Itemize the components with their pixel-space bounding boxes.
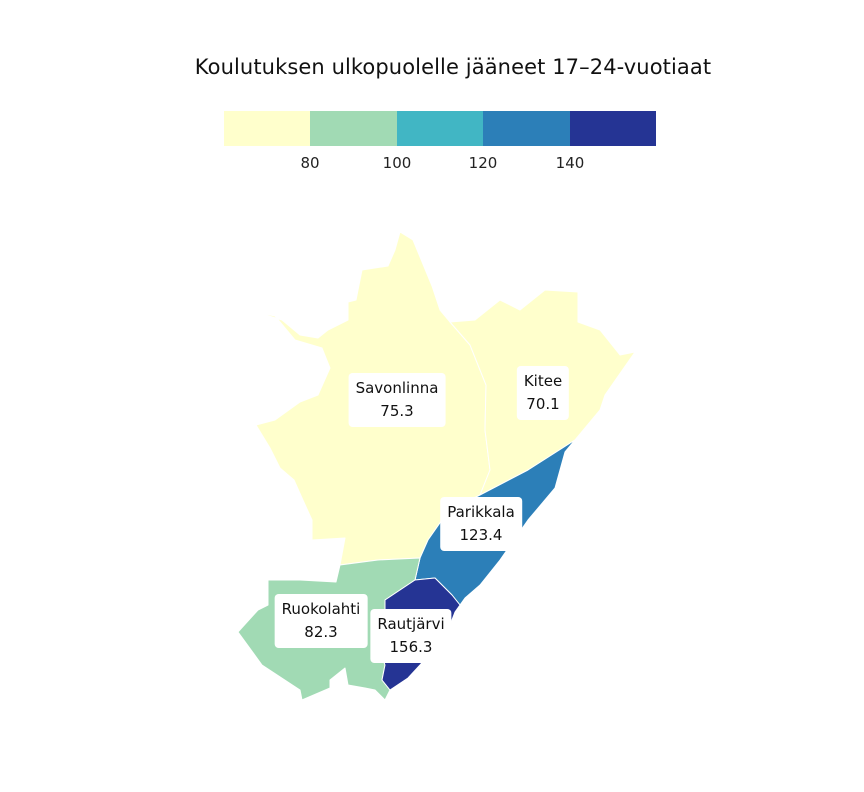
legend-break-label: 140 [555,154,585,172]
legend-swatch-3 [396,111,484,146]
region-value: 82.3 [304,623,338,641]
region-value: 123.4 [459,526,503,544]
legend-labels: 80 100 120 140 [224,154,656,174]
label-parikkala: Parikkala 123.4 [440,497,522,551]
region-name: Kitee [523,372,563,390]
legend-swatch-4 [483,111,570,146]
label-ruokolahti: Ruokolahti 82.3 [274,594,368,648]
region-value: 70.1 [526,395,560,413]
legend-break-label: 80 [300,154,320,172]
region-value: 75.3 [380,402,414,420]
legend-break-label: 100 [382,154,412,172]
region-name: Parikkala [447,503,515,521]
region-name: Savonlinna [355,379,439,397]
region-value: 156.3 [389,638,433,656]
legend-break-label: 120 [468,154,498,172]
region-name: Rautjärvi [377,615,445,633]
region-name: Ruokolahti [281,600,361,618]
label-savonlinna: Savonlinna 75.3 [348,373,446,427]
color-legend [224,111,657,146]
map-title: Koulutuksen ulkopuolelle jääneet 17–24-v… [194,55,712,79]
legend-swatch-5 [569,111,657,146]
legend-swatch-2 [310,111,397,146]
label-rautjarvi: Rautjärvi 156.3 [370,609,452,663]
legend-swatch-1 [224,111,311,146]
label-kitee: Kitee 70.1 [516,366,570,420]
